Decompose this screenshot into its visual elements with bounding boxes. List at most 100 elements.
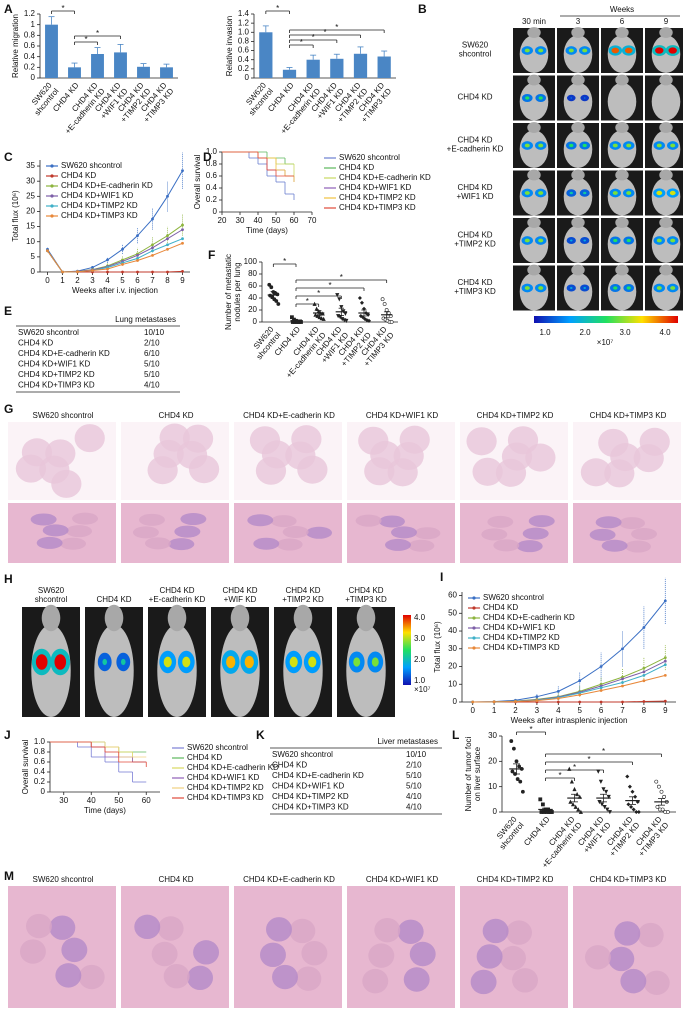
y-tick-label: 0.4 (24, 52, 36, 61)
mouse-body (651, 272, 681, 311)
data-point (181, 228, 184, 232)
data-point (91, 266, 94, 269)
data-point (662, 794, 667, 799)
mouse-body (157, 624, 197, 717)
mouse-head (527, 169, 541, 181)
table-cell: CHD4 KD+WIF1 KD (18, 360, 90, 369)
data-point (384, 308, 389, 312)
table-cell: 4/10 (406, 792, 422, 801)
data-point (663, 659, 667, 663)
signal (182, 656, 191, 668)
signal (670, 238, 676, 243)
legend-label: CHD4 KD+WIF1 KD (61, 191, 133, 200)
data-point (656, 784, 661, 789)
legend-marker (50, 214, 54, 218)
y-tick-label: 50 (448, 608, 457, 617)
tissue (188, 455, 220, 484)
data-point (121, 247, 124, 251)
x-tick-label: 0 (470, 706, 475, 715)
legend-label: CHD4 KD+TIMP3 KD (187, 793, 264, 802)
panel-letter: J (4, 728, 11, 742)
tissue (355, 514, 382, 527)
row-label: +TIMP3 KD (454, 287, 496, 296)
tissue (466, 427, 497, 456)
tissue (291, 425, 322, 454)
column-header: Weeks (610, 5, 634, 14)
image-label: CHD4 KD (158, 411, 193, 420)
table-cell: CHD4 KD+E-cadherin KD (272, 771, 364, 780)
legend-label: CHD4 KD+TIMP2 KD (61, 201, 138, 210)
tissue (643, 970, 670, 995)
tissue (25, 913, 52, 939)
signal (538, 96, 543, 100)
mouse-body (563, 225, 593, 263)
bar (137, 66, 150, 78)
y-tick-label: 10 (488, 782, 497, 791)
bar (282, 69, 297, 78)
y-tick-label: 20 (248, 305, 257, 314)
table-cell: CHD4 KD (272, 761, 307, 770)
data-point (655, 805, 660, 809)
data-point (621, 677, 624, 681)
colorbar-tick: 4.0 (659, 328, 671, 337)
data-point (290, 315, 294, 320)
panel-letter: B (418, 2, 427, 16)
table-cell: CHD4 KD+TIMP2 KD (18, 370, 95, 379)
data-point (121, 263, 124, 266)
x-tick-label: 40 (87, 796, 96, 805)
legend-marker (50, 204, 54, 208)
data-point (166, 194, 169, 198)
significance-label: * (587, 755, 590, 764)
tissue (180, 513, 207, 526)
mouse-head (615, 169, 629, 181)
legend-label: CHD4 KD+WIF1 KD (187, 773, 259, 782)
row-label: CHD4 KD (457, 231, 492, 240)
data-point (151, 270, 154, 274)
signal (524, 48, 530, 53)
image-label: CHD4 KD+E-cadherin KD (243, 875, 335, 884)
signal (570, 287, 573, 289)
tissue (36, 536, 63, 549)
data-point (471, 700, 475, 704)
mouse-head (659, 27, 673, 38)
mouse-head (293, 604, 313, 632)
tissue (595, 516, 622, 529)
signal (670, 143, 676, 148)
data-point (166, 270, 169, 274)
panel-letter: I (440, 570, 443, 584)
data-point (626, 802, 631, 807)
mouse-head (527, 27, 541, 38)
significance-label: * (84, 35, 87, 44)
mouse-body (283, 624, 323, 717)
legend-marker (50, 174, 54, 178)
y-tick-label: 40 (248, 293, 257, 302)
image-label: CHD4 KD (285, 586, 320, 595)
colorbar-tick: 3.0 (619, 328, 631, 337)
mouse-body (607, 82, 637, 121)
image-label: CHD4 KD+WIF1 KD (366, 411, 438, 420)
signal (371, 657, 379, 667)
y-tick-label: 100 (244, 257, 258, 266)
mouse-body (563, 82, 593, 121)
signal (538, 143, 544, 148)
data-point (601, 787, 606, 792)
data-point (549, 810, 554, 814)
tissue (51, 469, 82, 498)
signal (525, 96, 530, 100)
data-point (570, 802, 576, 807)
table-cell: 5/10 (406, 771, 422, 780)
tissue (507, 426, 539, 455)
data-point (625, 774, 630, 779)
signal (289, 656, 298, 668)
signal (569, 143, 574, 148)
signal (35, 654, 48, 670)
y-tick-label: 0.8 (24, 30, 36, 39)
tissue (614, 921, 641, 946)
data-point (573, 804, 578, 809)
image-label: +TIMP3 KD (345, 595, 387, 604)
significance-label: * (340, 273, 343, 282)
x-tick-label: 30 (59, 796, 68, 805)
data-point (642, 626, 646, 629)
tissue (145, 537, 171, 550)
data-point (166, 234, 169, 238)
